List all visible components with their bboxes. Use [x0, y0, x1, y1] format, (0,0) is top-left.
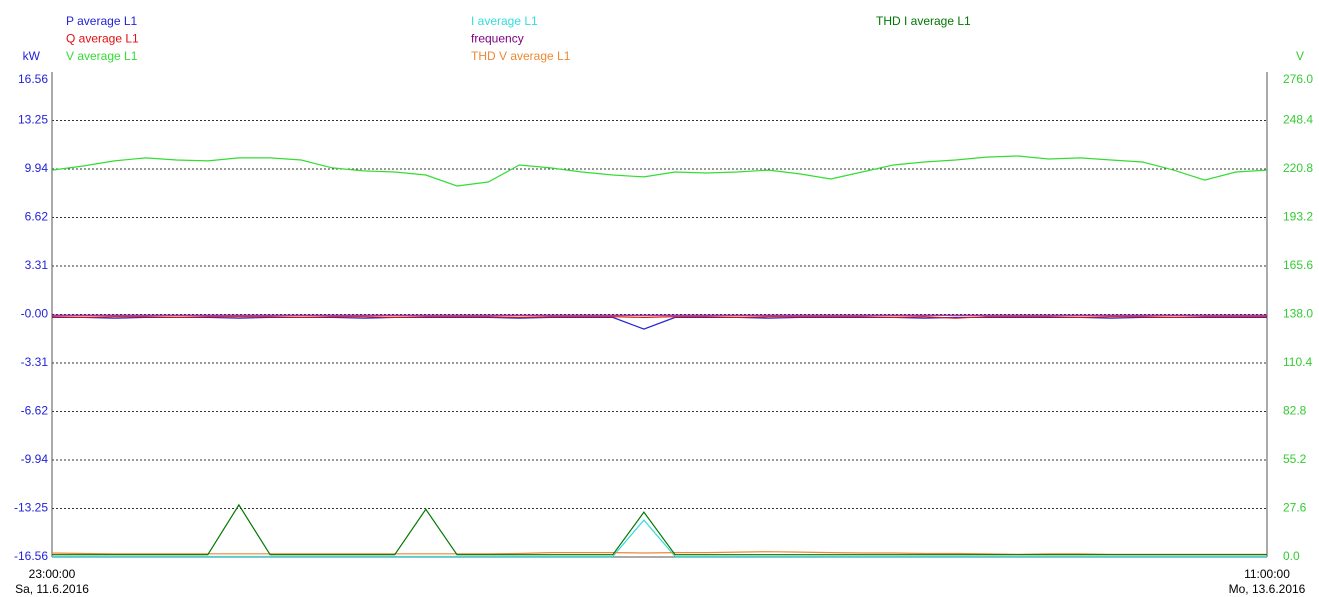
- legend-entry: Q average L1: [66, 32, 139, 46]
- series-line: [51, 316, 1267, 319]
- y-axis-label: kW: [23, 49, 41, 63]
- y-tick-label: 16.56: [18, 72, 48, 86]
- y2-tick-label: 220.8: [1283, 161, 1313, 175]
- legend-entry: I average L1: [471, 14, 538, 28]
- y2-tick-label: 193.2: [1283, 210, 1313, 224]
- x-tick-date: Mo, 13.6.2016: [1229, 582, 1306, 596]
- legend-entry: THD I average L1: [876, 14, 971, 28]
- y-tick-label: -9.94: [21, 452, 49, 466]
- y-tick-label: -3.31: [21, 355, 49, 369]
- y-tick-label: -16.56: [14, 549, 48, 563]
- x-tick-time: 23:00:00: [29, 567, 76, 581]
- y2-tick-label: 165.6: [1283, 258, 1313, 272]
- legend-entry: P average L1: [66, 14, 137, 28]
- y2-tick-label: 138.0: [1283, 307, 1313, 321]
- y-tick-label: 6.62: [25, 210, 49, 224]
- legend-entry: THD V average L1: [471, 49, 571, 63]
- y2-tick-label: 82.8: [1283, 404, 1307, 418]
- series-line: [52, 519, 1267, 558]
- y2-tick-label: 276.0: [1283, 72, 1313, 86]
- y-tick-label: 9.94: [25, 161, 49, 175]
- series-line: [52, 316, 1267, 330]
- y-tick-label: 3.31: [25, 258, 49, 272]
- series-line: [51, 155, 1268, 187]
- y2-tick-label: 110.4: [1283, 355, 1312, 369]
- y2-tick-label: 55.2: [1283, 452, 1307, 466]
- x-tick-time: 11:00:00: [1244, 567, 1290, 581]
- series-line: [51, 551, 1267, 556]
- y-tick-label: -0.00: [21, 307, 49, 321]
- x-tick-date: Sa, 11.6.2016: [15, 582, 89, 596]
- legend-entry: frequency: [471, 32, 524, 46]
- legend-entry: V average L1: [66, 49, 138, 63]
- series-line: [52, 503, 1267, 556]
- y2-tick-label: 27.6: [1283, 501, 1307, 515]
- y-tick-label: -6.62: [21, 404, 49, 418]
- y2-axis-label: V: [1296, 49, 1304, 63]
- y-tick-label: -13.25: [14, 501, 48, 515]
- y2-tick-label: 248.4: [1283, 113, 1313, 127]
- y-tick-label: 13.25: [18, 113, 48, 127]
- y2-tick-label: 0.0: [1283, 549, 1300, 563]
